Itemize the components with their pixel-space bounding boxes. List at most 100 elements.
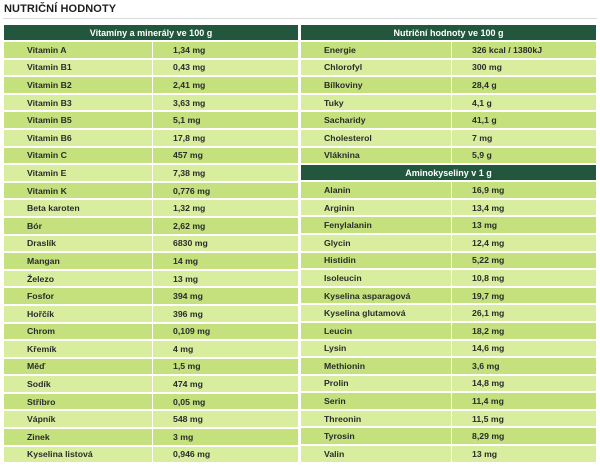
nutrient-value: 3,6 mg [452,358,596,374]
nutrient-value: 4,1 g [452,94,596,111]
nutrient-name: Sacharidy [301,112,452,128]
nutrient-name: Sodík [4,376,153,392]
nutrient-name: Tuky [301,94,452,111]
vitamins-minerals-body: Vitamin A 1,34 mg Vitamin B1 0,43 mg Vitamin… [4,42,298,463]
nutrient-name: Glycin [301,234,452,251]
table-row: Bílkoviny 28,4 g [301,77,596,93]
table-row: Hořčík 396 mg [4,305,298,322]
nutrient-name: Cholesterol [301,129,452,146]
table-row: Vitamin B3 3,63 mg [4,94,298,111]
table-row: Glycin 12,4 mg [301,234,596,251]
nutrient-name: Vitamin B2 [4,77,153,93]
nutrient-name: Měď [4,358,153,375]
nutrient-name: Isoleucin [301,270,452,286]
table-row: Železo 13 mg [4,270,298,287]
table-row: Isoleucin 10,8 mg [301,270,596,286]
table-row: Kyselina listová 0,946 mg [4,446,298,463]
nutrient-value: 7 mg [452,129,596,146]
table-row: Vitamin B6 17,8 mg [4,129,298,146]
nutrient-name: Bílkoviny [301,77,452,93]
table-row: Vápník 548 mg [4,411,298,428]
nutrient-value: 14,6 mg [452,340,596,357]
nutrient-name: Vitamin B6 [4,129,153,146]
table-row: Kyselina glutamová 26,1 mg [301,305,596,321]
nutrient-name: Vápník [4,411,153,428]
table-row: Vitamin K 0,776 mg [4,182,298,199]
nutrient-value: 3,63 mg [153,94,298,111]
nutrient-value: 11,4 mg [452,393,596,409]
nutrient-value: 8,29 mg [452,428,596,445]
nutrient-value: 13 mg [452,217,596,233]
nutrient-value: 457 mg [153,147,298,164]
nutrient-value: 5,22 mg [452,252,596,269]
nutrient-name: Tyrosin [301,428,452,445]
table-row: Arginin 13,4 mg [301,199,596,216]
nutrient-value: 28,4 g [452,77,596,93]
nutrient-name: Chlorofyl [301,59,452,76]
table-row: Vláknina 5,9 g [301,147,596,164]
table-row: Serin 11,4 mg [301,393,596,409]
nutrient-name: Stříbro [4,393,153,410]
nutrient-name: Kyselina glutamová [301,305,452,321]
nutrient-name: Threonin [301,410,452,427]
page-title: NUTRIČNÍ HODNOTY [4,3,117,15]
nutrient-name: Fenylalanin [301,217,452,233]
table-row: Chlorofyl 300 mg [301,59,596,76]
table-row: Valin 13 mg [301,446,596,462]
table-row: Energie 326 kcal / 1380kJ [301,42,596,58]
nutrient-name: Bór [4,217,153,234]
table-row: Sodík 474 mg [4,376,298,392]
table-row: Cholesterol 7 mg [301,129,596,146]
table-row: Chrom 0,109 mg [4,323,298,340]
nutrient-name: Hořčík [4,305,153,322]
nutrient-value: 0,05 mg [153,393,298,410]
nutrient-name: Lysin [301,340,452,357]
nutrient-value: 4 mg [153,341,298,357]
nutrient-value: 548 mg [153,411,298,428]
nutrient-value: 3 mg [153,429,298,445]
nutrient-name: Serin [301,393,452,409]
nutrient-value: 7,38 mg [153,165,298,181]
nutrient-name: Vitamin E [4,165,153,181]
nutrient-value: 326 kcal / 1380kJ [452,42,596,58]
table-row: Vitamin E 7,38 mg [4,165,298,181]
nutrient-name: Valin [301,446,452,462]
nutrient-value: 2,62 mg [153,217,298,234]
table-row: Prolin 14,8 mg [301,375,596,392]
nutrient-name: Methionin [301,358,452,374]
nutrient-value: 2,41 mg [153,77,298,93]
table-row: Stříbro 0,05 mg [4,393,298,410]
nutrient-name: Alanin [301,182,452,198]
nutrient-name: Energie [301,42,452,58]
nutrient-value: 16,9 mg [452,182,596,198]
nutrient-name: Vitamin C [4,147,153,164]
nutrient-name: Kyselina listová [4,446,153,463]
table-row: Vitamin B1 0,43 mg [4,59,298,76]
nutrient-value: 300 mg [452,59,596,76]
nutrient-name: Draslík [4,235,153,252]
table-row: Vitamin A 1,34 mg [4,42,298,58]
table-row: Leucin 18,2 mg [301,322,596,339]
nutrition-body: Energie 326 kcal / 1380kJ Chlorofyl 300 mg B… [301,42,596,164]
table-row: Draslík 6830 mg [4,235,298,252]
table-row: Mangan 14 mg [4,253,298,269]
table-row: Měď 1,5 mg [4,358,298,375]
nutrient-value: 0,109 mg [153,323,298,340]
nutrient-name: Prolin [301,375,452,392]
nutrient-name: Kyselina asparagová [301,287,452,304]
nutrient-name: Chrom [4,323,153,340]
nutrient-name: Beta karoten [4,200,153,216]
nutrient-name: Arginin [301,199,452,216]
nutrition-table: Nutriční hodnoty ve 100 g Energie 326 kca… [301,23,596,464]
table-row: Vitamin B5 5,1 mg [4,112,298,128]
nutrient-value: 10,8 mg [452,270,596,286]
table-row: Histidin 5,22 mg [301,252,596,269]
table-row: Vitamin C 457 mg [4,147,298,164]
table-row: Bór 2,62 mg [4,217,298,234]
nutrient-name: Vitamin K [4,182,153,199]
nutrient-value: 13 mg [452,446,596,462]
nutrient-value: 18,2 mg [452,322,596,339]
table-row: Methionin 3,6 mg [301,358,596,374]
nutrient-value: 12,4 mg [452,234,596,251]
nutrient-value: 26,1 mg [452,305,596,321]
